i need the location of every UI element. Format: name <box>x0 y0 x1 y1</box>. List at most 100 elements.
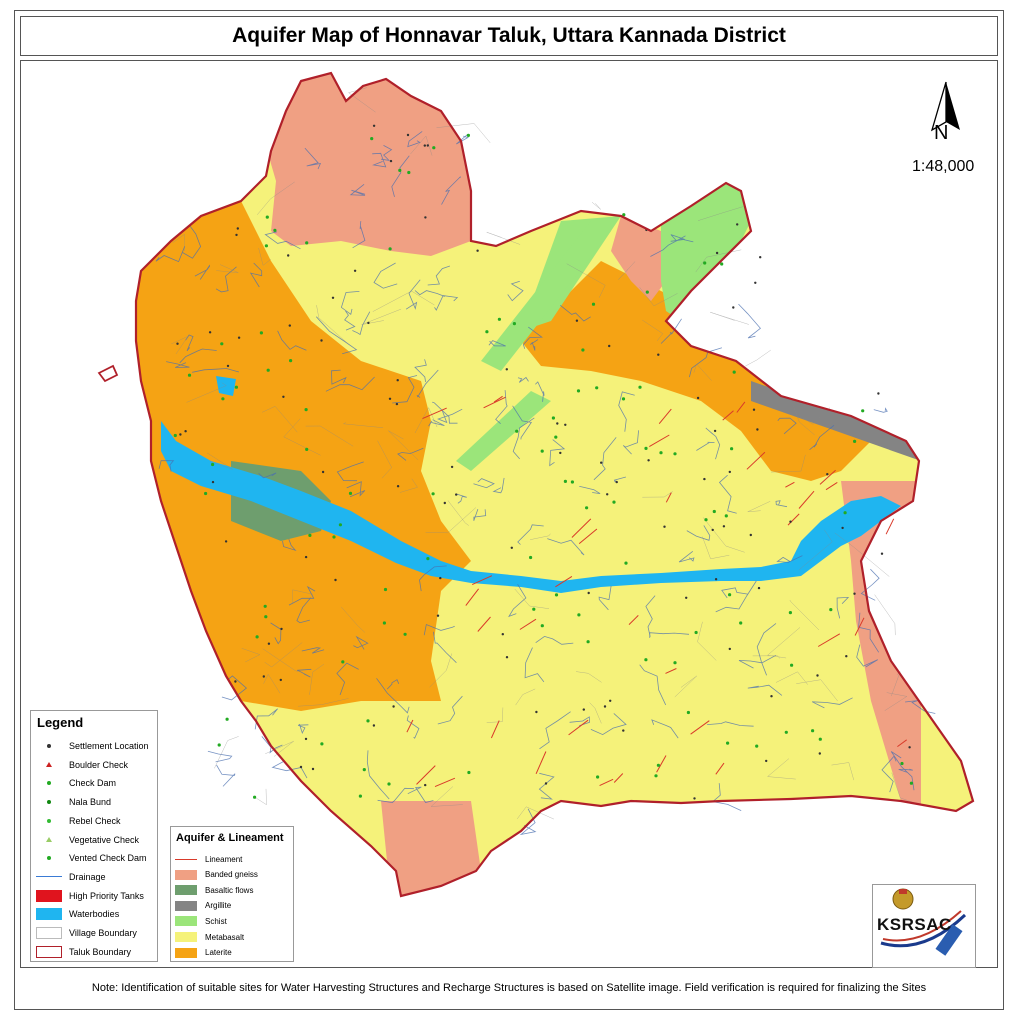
check-dam-marker <box>265 215 269 219</box>
settlement-marker <box>693 797 696 800</box>
drainage-line <box>207 750 233 763</box>
settlement-marker <box>715 251 719 255</box>
lineament-line <box>578 528 598 544</box>
drainage-line <box>437 695 463 725</box>
drainage-line <box>414 359 427 382</box>
legend-label: Village Boundary <box>69 928 137 938</box>
drainage-line <box>406 715 420 739</box>
lineament-line <box>690 720 710 735</box>
check-dam-marker <box>266 368 270 372</box>
drainage-line <box>678 550 695 563</box>
drainage-line <box>264 231 301 250</box>
settlement-marker <box>321 470 325 474</box>
settlement-marker <box>396 485 400 488</box>
north-label: N <box>934 122 949 144</box>
drainage-line <box>618 391 635 432</box>
settlement-marker <box>234 680 237 683</box>
lineament-line <box>656 755 667 773</box>
settlement-marker <box>372 124 376 128</box>
drainage-line <box>809 424 835 451</box>
village-boundary-line <box>305 425 354 447</box>
check-dam-marker <box>581 348 585 352</box>
drainage-line <box>352 311 371 336</box>
north-arrow-icon <box>930 81 960 132</box>
legend-symbol <box>35 739 63 753</box>
drainage-line <box>707 721 754 727</box>
drainage-line <box>650 238 694 257</box>
village-boundary-line <box>436 123 491 144</box>
settlement-marker <box>582 708 585 711</box>
village-boundary-line <box>399 478 418 493</box>
check-dam-marker <box>853 439 857 443</box>
settlement-marker <box>622 729 625 732</box>
lineament-line <box>471 575 493 586</box>
settlement-marker <box>556 422 559 425</box>
drainage-line <box>535 635 574 645</box>
drainage-line <box>344 310 356 331</box>
village-boundary-line <box>514 588 550 609</box>
village-boundary-line <box>639 287 678 307</box>
check-dam-marker <box>512 322 516 326</box>
settlement-marker <box>443 501 446 505</box>
check-dam-marker <box>586 640 590 644</box>
settlement-marker <box>334 578 337 582</box>
drainage-line <box>258 472 277 479</box>
settlement-marker <box>608 344 611 348</box>
village-boundary-line <box>702 536 730 560</box>
check-dam-marker <box>585 506 589 510</box>
drainage-line <box>517 524 544 545</box>
drainage-line <box>738 303 761 339</box>
drainage-line <box>288 585 316 606</box>
legend-label: Boulder Check <box>69 759 129 770</box>
settlement-marker <box>226 364 230 368</box>
legend-symbol <box>35 833 63 847</box>
drainage-line <box>434 295 459 311</box>
drainage-line <box>216 764 236 787</box>
drainage-line <box>492 477 505 494</box>
village-boundary-line <box>530 533 551 540</box>
settlement-marker <box>299 765 303 769</box>
drainage-line <box>249 262 263 288</box>
check-dam-marker <box>577 613 581 617</box>
logo-text: KSRSAC <box>877 915 952 934</box>
settlement-marker <box>754 281 757 284</box>
check-dam-marker <box>221 397 225 401</box>
settlement-marker <box>722 525 726 528</box>
drainage-line <box>645 595 656 637</box>
settlement-marker <box>535 710 538 714</box>
drainage-line <box>836 596 850 619</box>
drainage-line <box>261 736 283 754</box>
map-title: Aquifer Map of Honnavar Taluk, Uttara Ka… <box>232 24 786 47</box>
argillite-band <box>751 381 921 461</box>
settlement-marker <box>749 533 752 537</box>
drainage-line <box>579 486 601 494</box>
lineament-line <box>854 617 865 636</box>
settlement-marker <box>647 459 650 462</box>
village-boundary-line <box>447 500 469 526</box>
drainage-line <box>391 155 410 198</box>
aquifer-legend-label: Lineament <box>205 854 243 864</box>
legend-item: Nala Bund <box>35 793 111 811</box>
drainage-line <box>651 719 679 739</box>
schist-band-2 <box>481 221 611 371</box>
settlement-marker <box>696 396 700 400</box>
lineament-line <box>613 773 624 783</box>
drainage-line <box>428 419 445 427</box>
drainage-line <box>192 368 240 373</box>
village-boundary-line <box>745 349 771 367</box>
settlement-marker <box>211 480 215 484</box>
aquifer-legend-item: Schist <box>175 913 227 929</box>
drainage-line <box>549 439 566 467</box>
check-dam-marker <box>383 587 388 592</box>
check-dam-marker <box>388 247 392 251</box>
settlement-marker <box>714 578 718 581</box>
legend-label: Taluk Boundary <box>69 946 132 957</box>
settlement-marker <box>685 596 688 599</box>
aquifer-legend-item: Laterite <box>175 945 232 961</box>
drainage-line <box>522 326 543 349</box>
check-dam-marker <box>529 555 533 560</box>
settlement-marker <box>845 655 848 658</box>
settlement-marker <box>757 586 761 590</box>
legend-label: Vegetative Check <box>69 834 140 845</box>
lineament-line <box>736 401 746 413</box>
